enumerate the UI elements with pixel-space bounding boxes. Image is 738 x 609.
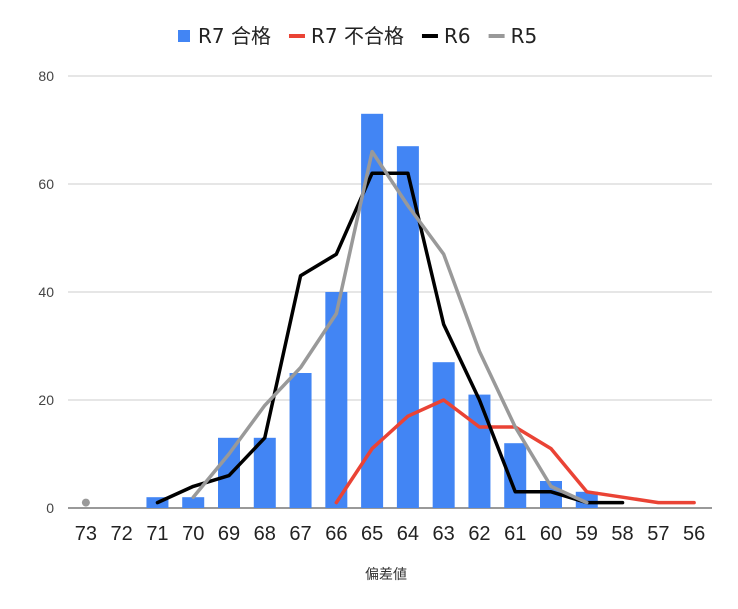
x-axis-ticks: 73 72 71 70 69 68 67 66 65 64 63 62 61 60 59 58 57 56 <box>75 523 705 545</box>
legend-label: R5 <box>511 24 538 48</box>
x-tick-label: 73 <box>75 523 97 545</box>
x-tick-label: 58 <box>611 523 633 545</box>
legend-label: R7 不合格 <box>311 24 404 48</box>
y-axis-ticks: 0 20 40 60 80 <box>38 68 54 516</box>
x-tick-label: 59 <box>576 523 598 545</box>
bar <box>325 292 348 508</box>
x-tick-label: 67 <box>289 523 311 545</box>
bar <box>253 437 276 508</box>
legend-label: R7 合格 <box>198 24 271 48</box>
series-line <box>155 171 625 505</box>
x-tick-label: 68 <box>254 523 276 545</box>
bar <box>289 373 312 508</box>
y-tick-label: 20 <box>38 392 54 408</box>
y-tick-label: 60 <box>38 176 54 192</box>
y-tick-label: 40 <box>38 284 54 300</box>
y-tick-label: 80 <box>38 68 54 84</box>
series-line <box>191 149 589 505</box>
line-point <box>81 498 90 507</box>
line-series <box>81 149 696 507</box>
x-tick-label: 71 <box>146 523 168 545</box>
bar <box>218 437 240 508</box>
bar <box>432 362 455 508</box>
x-tick-label: 72 <box>111 523 133 545</box>
bar <box>468 394 491 508</box>
legend: R7 合格 R7 不合格 R6 R5 <box>178 24 537 48</box>
bar <box>182 497 205 508</box>
y-tick-label: 0 <box>46 500 54 516</box>
x-tick-label: 57 <box>647 523 669 545</box>
x-tick-label: 66 <box>325 523 347 545</box>
x-tick-label: 60 <box>540 523 562 545</box>
x-tick-label: 63 <box>433 523 455 545</box>
x-tick-label: 64 <box>397 523 419 545</box>
bar <box>361 113 384 509</box>
legend-label: R6 <box>444 24 471 48</box>
x-axis-title: 偏差値 <box>365 567 407 583</box>
x-tick-label: 56 <box>683 523 705 545</box>
bar <box>396 146 419 508</box>
legend-swatch <box>178 30 190 42</box>
gridlines <box>68 75 712 509</box>
x-tick-label: 62 <box>468 523 490 545</box>
x-tick-label: 69 <box>218 523 240 545</box>
x-tick-label: 65 <box>361 523 383 545</box>
x-tick-label: 70 <box>182 523 204 545</box>
x-tick-label: 61 <box>504 523 526 545</box>
